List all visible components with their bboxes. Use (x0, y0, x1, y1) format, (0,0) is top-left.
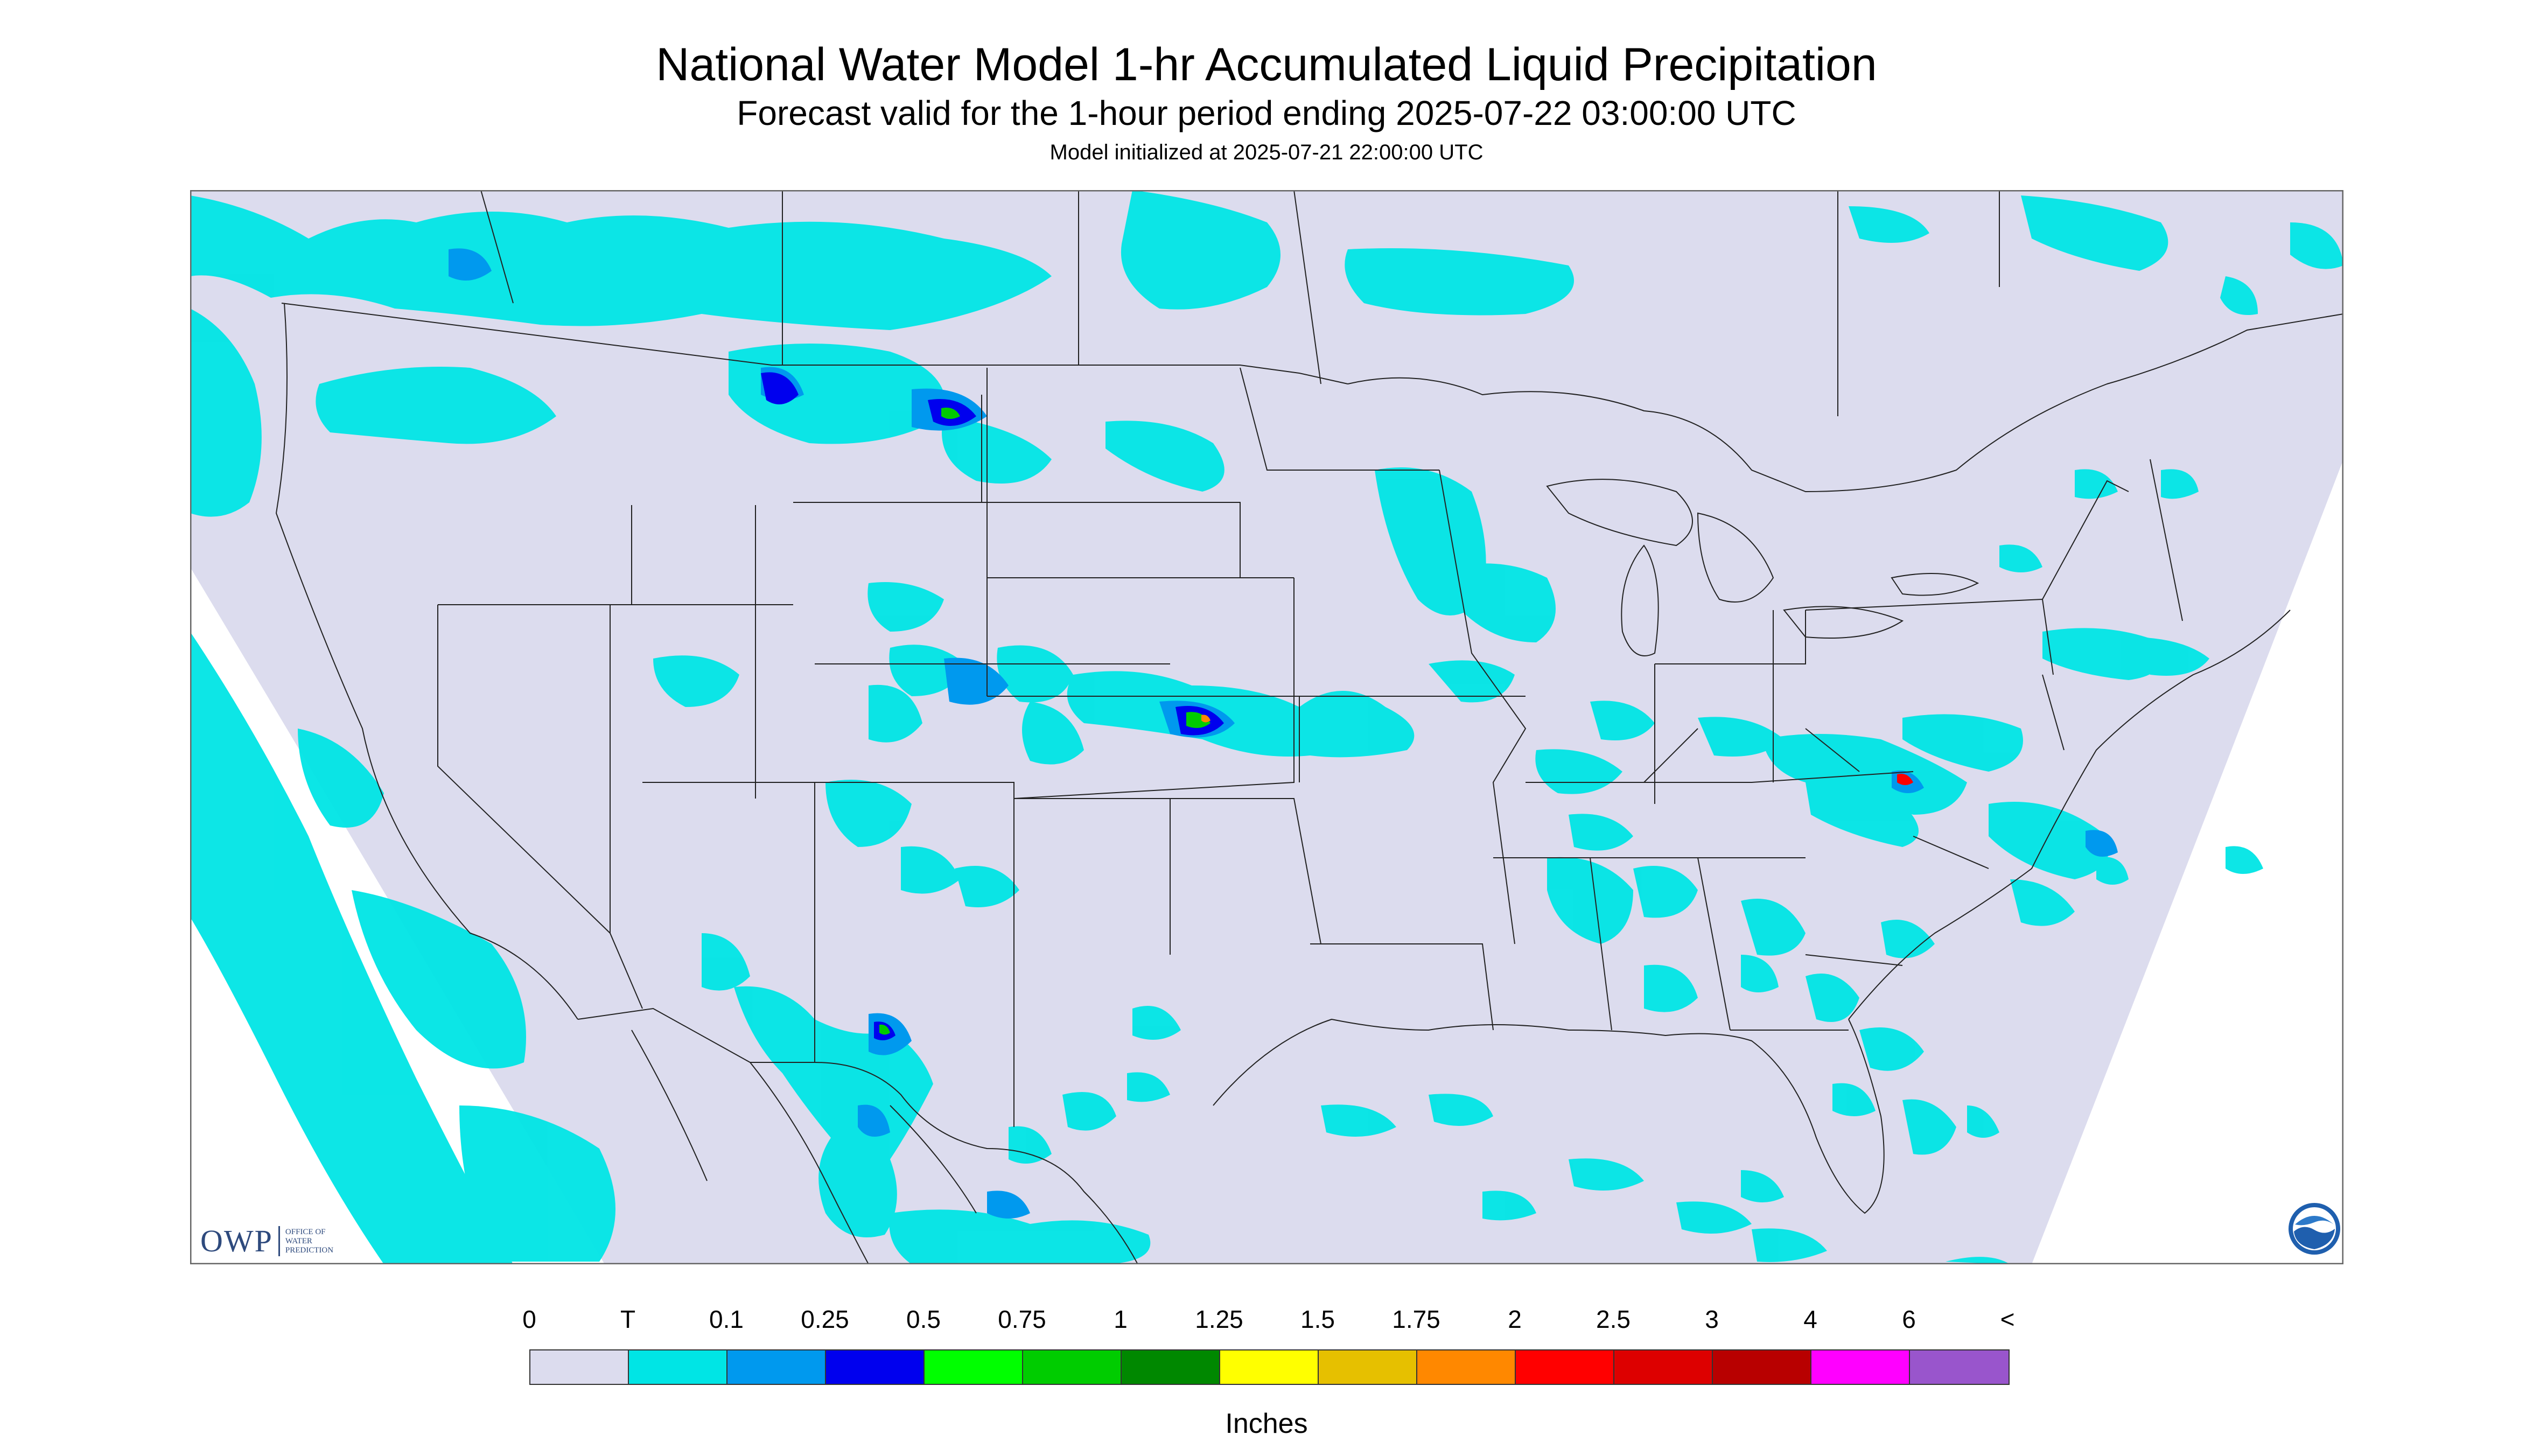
legend-label: T (620, 1305, 636, 1333)
legend-swatch (1122, 1350, 1220, 1384)
legend-swatch (530, 1350, 629, 1384)
legend-units: Inches (1225, 1408, 1308, 1439)
legend-swatch (1516, 1350, 1614, 1384)
legend-labels: 0 T 0.1 0.25 0.5 0.75 1 1.25 1.5 1.75 2 2.5 3 4 6 < (0, 1303, 2533, 1341)
legend-swatch (826, 1350, 925, 1384)
legend-label: 1.5 (1300, 1305, 1335, 1333)
legend-swatch (1614, 1350, 1713, 1384)
model-init-text: Model initialized at 2025-07-21 22:00:00… (1049, 141, 1484, 164)
legend-swatch (1319, 1350, 1417, 1384)
owp-line-3: PREDICTION (285, 1245, 334, 1255)
owp-logo: OWP OFFICE OF WATER PREDICTION (200, 1222, 355, 1260)
map-border (190, 190, 2343, 1264)
owp-logo-subtext: OFFICE OF WATER PREDICTION (285, 1228, 355, 1255)
legend-label: 1 (1114, 1305, 1128, 1333)
owp-line-2: WATER (285, 1236, 312, 1245)
legend-label: 1.25 (1195, 1305, 1243, 1333)
legend-label: 0.25 (801, 1305, 849, 1333)
page-title: National Water Model 1-hr Accumulated Li… (656, 39, 1877, 90)
owp-logo-divider (278, 1226, 280, 1256)
legend-label: 6 (1902, 1305, 1916, 1333)
legend-swatch (1811, 1350, 1910, 1384)
legend-label: < (2000, 1305, 2015, 1333)
forecast-valid-subtitle: Forecast valid for the 1-hour period end… (737, 94, 1796, 132)
legend-label: 2.5 (1596, 1305, 1631, 1333)
legend-label: 2 (1508, 1305, 1522, 1333)
legend-swatch (1417, 1350, 1516, 1384)
legend-label: 0.5 (906, 1305, 941, 1333)
legend-label: 0 (522, 1305, 536, 1333)
noaa-icon (2289, 1203, 2340, 1255)
owp-line-1: OFFICE OF (285, 1227, 326, 1236)
legend-color-bar (529, 1349, 2010, 1385)
legend-label: 4 (1803, 1305, 1817, 1333)
precipitation-map (190, 190, 2343, 1264)
precip-heavy-layer (761, 372, 1913, 1040)
legend-label: 1.75 (1392, 1305, 1440, 1333)
legend-label: 3 (1705, 1305, 1719, 1333)
legend-label: 0.75 (998, 1305, 1046, 1333)
legend-swatch (1713, 1350, 1811, 1384)
legend-swatch (727, 1350, 826, 1384)
legend-label: 0.1 (709, 1305, 744, 1333)
legend-swatch (925, 1350, 1023, 1384)
legend-swatch (629, 1350, 727, 1384)
legend-swatch (1023, 1350, 1122, 1384)
legend-swatch (1910, 1350, 2009, 1384)
owp-logo-text: OWP (200, 1223, 273, 1258)
legend-swatch (1220, 1350, 1319, 1384)
boundary-lines (275, 190, 2343, 1264)
